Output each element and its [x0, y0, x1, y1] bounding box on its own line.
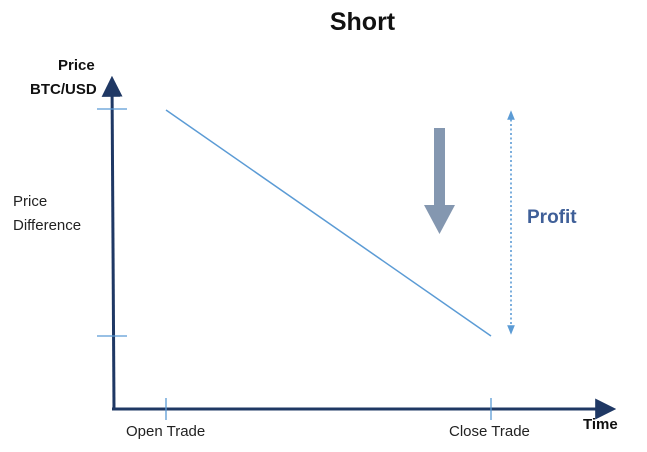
price-difference-line2: Difference — [13, 217, 82, 234]
open-trade-label: Open Trade — [126, 423, 206, 440]
y-axis-label-line1: Price — [58, 57, 95, 74]
y-axis-label-line2: BTC/USD — [30, 81, 97, 98]
y-axis-line — [101, 75, 123, 411]
profit-label: Profit — [527, 207, 577, 228]
close-trade-label: Close Trade — [449, 423, 530, 440]
down-arrow-icon — [424, 128, 455, 234]
x-axis-label: Time — [583, 416, 618, 433]
price-line — [165, 109, 492, 337]
diagram-title: Short — [329, 8, 396, 36]
price-difference-label: Price Difference — [13, 190, 81, 238]
price-difference-line1: Price — [13, 193, 48, 210]
